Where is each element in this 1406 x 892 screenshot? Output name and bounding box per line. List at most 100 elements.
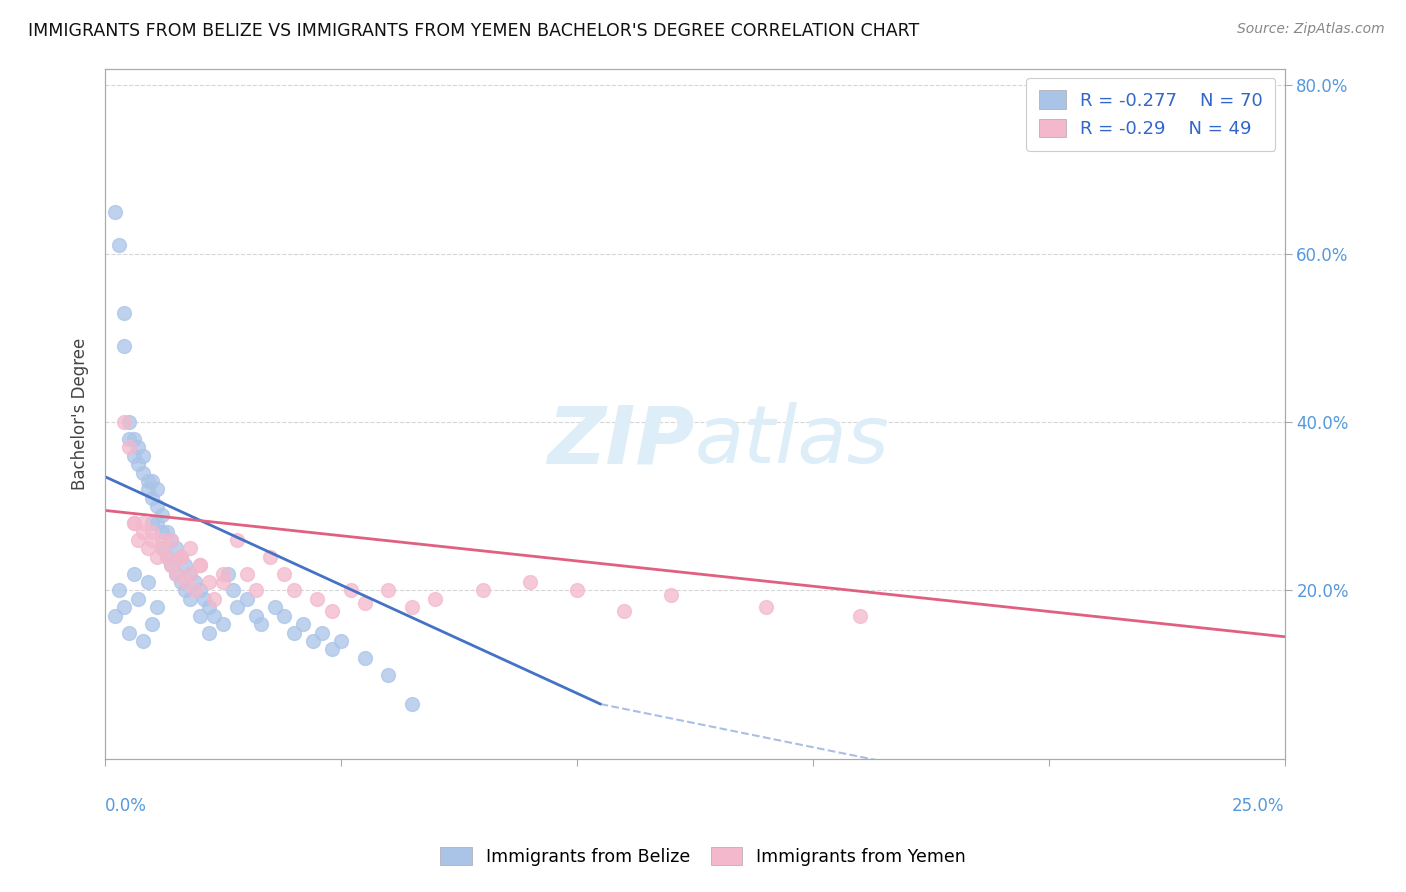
- Point: [141, 474, 163, 488]
- Point: [659, 588, 682, 602]
- Point: [273, 608, 295, 623]
- Point: [377, 667, 399, 681]
- Point: [235, 591, 257, 606]
- Point: [264, 600, 287, 615]
- Point: [136, 541, 159, 556]
- Point: [122, 516, 145, 530]
- Point: [122, 449, 145, 463]
- Point: [165, 566, 187, 581]
- Y-axis label: Bachelor's Degree: Bachelor's Degree: [72, 337, 89, 490]
- Point: [226, 533, 249, 547]
- Point: [170, 549, 193, 564]
- Point: [136, 574, 159, 589]
- Point: [112, 600, 135, 615]
- Point: [122, 516, 145, 530]
- Point: [613, 605, 636, 619]
- Point: [471, 583, 494, 598]
- Point: [245, 608, 267, 623]
- Point: [146, 549, 169, 564]
- Point: [160, 558, 183, 573]
- Point: [160, 533, 183, 547]
- Point: [170, 549, 193, 564]
- Point: [112, 415, 135, 429]
- Point: [311, 625, 333, 640]
- Point: [108, 238, 131, 252]
- Point: [132, 524, 155, 539]
- Point: [292, 617, 315, 632]
- Point: [132, 449, 155, 463]
- Point: [198, 574, 221, 589]
- Point: [179, 566, 201, 581]
- Point: [212, 574, 235, 589]
- Text: ZIP: ZIP: [547, 402, 695, 480]
- Point: [141, 516, 163, 530]
- Legend: R = -0.277    N = 70, R = -0.29    N = 49: R = -0.277 N = 70, R = -0.29 N = 49: [1026, 78, 1275, 151]
- Point: [155, 549, 177, 564]
- Point: [179, 566, 201, 581]
- Point: [353, 596, 375, 610]
- Point: [321, 605, 343, 619]
- Point: [188, 558, 211, 573]
- Point: [755, 600, 778, 615]
- Point: [155, 524, 177, 539]
- Point: [339, 583, 361, 598]
- Point: [132, 466, 155, 480]
- Point: [212, 566, 235, 581]
- Point: [146, 516, 169, 530]
- Point: [321, 642, 343, 657]
- Point: [273, 566, 295, 581]
- Point: [132, 516, 155, 530]
- Point: [132, 634, 155, 648]
- Point: [118, 440, 141, 454]
- Point: [118, 415, 141, 429]
- Text: IMMIGRANTS FROM BELIZE VS IMMIGRANTS FROM YEMEN BACHELOR'S DEGREE CORRELATION CH: IMMIGRANTS FROM BELIZE VS IMMIGRANTS FRO…: [28, 22, 920, 40]
- Point: [141, 491, 163, 505]
- Point: [179, 591, 201, 606]
- Point: [160, 533, 183, 547]
- Text: 0.0%: 0.0%: [105, 797, 148, 814]
- Point: [519, 574, 541, 589]
- Point: [146, 483, 169, 497]
- Point: [235, 566, 257, 581]
- Point: [259, 549, 281, 564]
- Point: [150, 524, 173, 539]
- Point: [170, 549, 193, 564]
- Text: atlas: atlas: [695, 402, 890, 480]
- Point: [118, 625, 141, 640]
- Point: [217, 566, 239, 581]
- Point: [401, 697, 423, 711]
- Point: [150, 541, 173, 556]
- Point: [174, 574, 197, 589]
- Point: [150, 533, 173, 547]
- Point: [245, 583, 267, 598]
- Point: [165, 541, 187, 556]
- Point: [127, 533, 149, 547]
- Point: [188, 583, 211, 598]
- Point: [198, 600, 221, 615]
- Point: [136, 483, 159, 497]
- Point: [104, 608, 127, 623]
- Point: [112, 305, 135, 319]
- Point: [127, 440, 149, 454]
- Point: [174, 583, 197, 598]
- Point: [150, 508, 173, 522]
- Point: [425, 591, 447, 606]
- Point: [127, 591, 149, 606]
- Point: [221, 583, 243, 598]
- Point: [301, 634, 323, 648]
- Point: [283, 625, 305, 640]
- Point: [198, 625, 221, 640]
- Point: [174, 558, 197, 573]
- Point: [193, 591, 215, 606]
- Point: [122, 432, 145, 446]
- Text: 25.0%: 25.0%: [1232, 797, 1285, 814]
- Point: [118, 432, 141, 446]
- Point: [377, 583, 399, 598]
- Point: [141, 617, 163, 632]
- Point: [136, 474, 159, 488]
- Point: [108, 583, 131, 598]
- Point: [250, 617, 273, 632]
- Point: [104, 204, 127, 219]
- Legend: Immigrants from Belize, Immigrants from Yemen: Immigrants from Belize, Immigrants from …: [432, 838, 974, 874]
- Point: [202, 591, 225, 606]
